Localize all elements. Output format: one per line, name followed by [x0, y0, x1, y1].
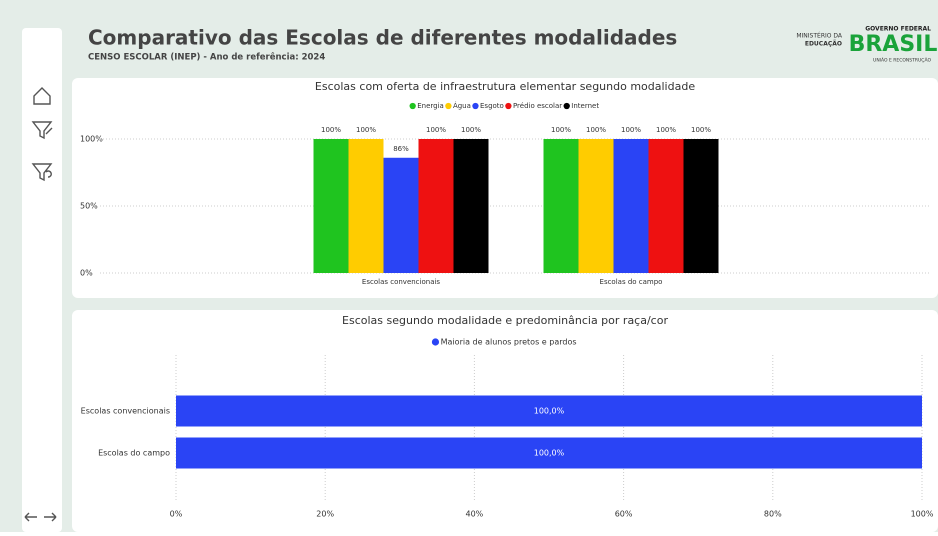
chart-title: Escolas com oferta de infraestrutura ele… [315, 80, 695, 93]
legend-marker [505, 102, 512, 110]
x-tick-label: 0% [170, 510, 183, 519]
legend-label: Internet [571, 102, 599, 110]
panel [72, 78, 938, 298]
brand-logo: BRASIL [849, 32, 938, 57]
data-label: 100% [656, 126, 676, 134]
legend-marker [445, 102, 452, 110]
filter-icon[interactable] [31, 121, 53, 140]
reset-filter-icon[interactable] [31, 163, 53, 182]
legend-marker [472, 102, 479, 110]
sidebar [22, 28, 62, 532]
data-label: 100% [586, 126, 606, 134]
bar [348, 139, 384, 273]
bar [683, 139, 719, 273]
bar [176, 437, 922, 469]
page-subtitle: CENSO ESCOLAR (INEP) - Ano de referência… [88, 52, 325, 63]
x-tick-label: 80% [764, 510, 782, 519]
legend-label: Energia [417, 102, 444, 110]
y-tick-label: 100% [80, 135, 103, 144]
ministry: EDUCAÇÃO [805, 41, 842, 48]
data-label: 100% [321, 126, 341, 134]
bar [176, 395, 922, 427]
nav-arrows[interactable] [24, 512, 57, 522]
bar [383, 157, 419, 273]
data-label: 100,0% [534, 449, 565, 458]
legend-label: Esgoto [480, 102, 504, 110]
x-tick-label: 60% [615, 510, 633, 519]
sidebar-icons [24, 87, 57, 522]
legend-label: Prédio escolar [513, 102, 562, 110]
data-label: 100% [356, 126, 376, 134]
data-label: 100% [426, 126, 446, 134]
legend-marker [409, 102, 416, 110]
x-tick-label: 40% [466, 510, 484, 519]
data-label: 100,0% [534, 407, 565, 416]
y-tick-label: 50% [80, 202, 98, 211]
ministry: MINISTÉRIO DA [796, 32, 843, 40]
data-label: 100% [691, 126, 711, 134]
bar [453, 139, 489, 273]
legend-marker [563, 102, 570, 110]
y-tick-label: 0% [80, 269, 93, 278]
legend-marker [431, 338, 440, 346]
x-tick-label: Escolas convencionais [362, 278, 441, 286]
bar [613, 139, 649, 273]
legend-label: Água [453, 101, 471, 110]
gov-label: GOVERNO FEDERAL [865, 26, 931, 33]
y-tick-label: Escolas do campo [98, 449, 170, 458]
bar [418, 139, 454, 273]
data-label: 100% [551, 126, 571, 134]
x-tick-label: Escolas do campo [600, 278, 663, 286]
bar [313, 139, 349, 273]
bar [648, 139, 684, 273]
bar [578, 139, 614, 273]
home-icon[interactable] [33, 87, 51, 105]
page-title: Comparativo das Escolas de diferentes mo… [88, 26, 677, 50]
data-label: 100% [621, 126, 641, 134]
x-tick-label: 100% [911, 510, 934, 519]
data-label: 86% [393, 145, 409, 153]
data-label: 100% [461, 126, 481, 134]
legend-label: Maioria de alunos pretos e pardos [441, 338, 577, 347]
bar [543, 139, 579, 273]
chart-title: Escolas segundo modalidade e predominânc… [342, 314, 668, 327]
x-tick-label: 20% [316, 510, 334, 519]
slogan: UNIÃO E RECONSTRUÇÃO [873, 57, 931, 64]
y-tick-label: Escolas convencionais [81, 407, 170, 416]
